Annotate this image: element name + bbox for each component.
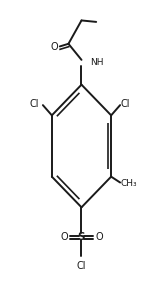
Text: O: O	[95, 232, 103, 241]
Text: NH: NH	[90, 58, 104, 67]
Text: Cl: Cl	[121, 99, 130, 109]
Text: Cl: Cl	[77, 261, 86, 271]
Text: O: O	[60, 232, 68, 241]
Text: O: O	[51, 42, 58, 52]
Text: CH₃: CH₃	[121, 180, 138, 188]
Text: Cl: Cl	[29, 99, 39, 109]
Text: S: S	[78, 232, 85, 241]
